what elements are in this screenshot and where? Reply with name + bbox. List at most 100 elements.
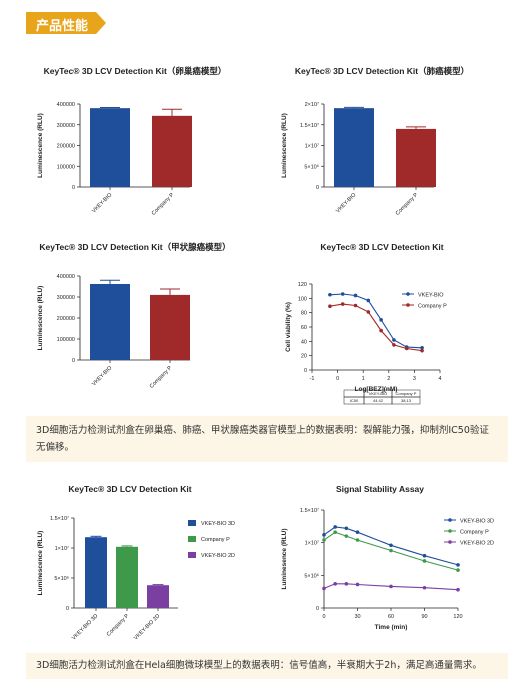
data-point (333, 525, 337, 529)
bar-vkey-bio (90, 108, 130, 187)
legend-label: Company P (460, 530, 489, 536)
y-tick-label: 0 (304, 368, 307, 374)
data-point (420, 345, 424, 350)
chart-title: Signal Stability Assay (336, 484, 424, 494)
data-point (328, 292, 332, 297)
x-tick-label: VKEY-BIO 3D (71, 613, 99, 641)
chart-stability: Signal Stability Assay 0 5×10⁶ 1×10⁷ 1.5×10⁷… (272, 480, 512, 655)
x-tick-label: Company P (395, 192, 420, 217)
legend-marker (448, 529, 452, 533)
y-tick-label: 400000 (57, 274, 75, 280)
y-tick-label: 0 (66, 606, 69, 612)
chart-title: KeyTec® 3D LCV Detection Kit（肺癌模型） (295, 66, 469, 76)
data-point (389, 548, 393, 553)
data-point (379, 328, 383, 333)
ic50-table-cell (391, 396, 421, 405)
legend-label: VKEY-BIO 3D (201, 521, 235, 527)
legend-marker (406, 292, 410, 296)
y-tick-label: 100000 (57, 337, 75, 343)
y-axis-label: Luminescence (RLU) (37, 531, 44, 596)
legend-label: VKEY-BIO 2D (201, 553, 235, 559)
legend-label: VKEY-BIO (418, 293, 444, 299)
data-point (353, 293, 358, 298)
y-tick-label: 40 (301, 339, 307, 345)
ic50-table-text: VKEY-BIO (369, 391, 388, 396)
x-tick-label: -1 (310, 376, 315, 382)
legend-marker (448, 518, 452, 522)
bar-company-p (116, 546, 138, 608)
chart-stability-svg: Signal Stability Assay 0 5×10⁶ 1×10⁷ 1.5×10⁷… (281, 484, 494, 631)
y-tick-label: 200000 (57, 316, 75, 322)
data-point (422, 585, 427, 590)
y-tick-label: 0 (72, 358, 75, 364)
x-tick-label: Company P (149, 365, 174, 390)
data-point (344, 534, 349, 538)
note-organoid: 3D细胞活力检测试剂盒在卵巢癌、肺癌、甲状腺癌类器官模型上的数据表明：裂解能力强… (26, 416, 508, 462)
data-point (355, 538, 360, 542)
ic50-table-text: Company P (396, 391, 417, 396)
data-point (456, 587, 460, 592)
chart-title: KeyTec® 3D LCV Detection Kit（甲状腺癌模型） (39, 242, 230, 252)
y-tick-label: 80 (301, 311, 307, 317)
y-axis-label: Luminescence (RLU) (37, 286, 44, 351)
bar-vkey-bio (90, 283, 130, 360)
series-line-company-p (329, 303, 423, 352)
x-tick-label: Company P (106, 613, 131, 638)
y-tick-label: 60 (301, 325, 307, 331)
ic50-table-text: 38.13 (401, 398, 412, 403)
data-point (420, 348, 424, 353)
y-tick-label: 100000 (57, 164, 75, 170)
x-axis-label: Time (min) (375, 624, 408, 631)
data-point (456, 568, 460, 572)
x-tick-label: VKEY-BIO (91, 365, 114, 388)
data-point (389, 543, 393, 548)
data-point (392, 343, 396, 347)
x-tick-label: 0 (336, 376, 339, 382)
bar-vkey-bio-3d (85, 537, 107, 608)
data-point (355, 530, 360, 535)
x-tick-label: VKEY-BIO (91, 192, 114, 215)
x-tick-label: 60 (388, 614, 394, 620)
ic50-table-text: 44.42 (373, 398, 384, 403)
data-point (333, 582, 337, 586)
legend-marker (448, 540, 452, 544)
bar-company-p (152, 115, 192, 187)
x-tick-label: 4 (438, 376, 441, 382)
legend-label: VKEY-BIO 2D (460, 541, 494, 547)
data-point (392, 338, 396, 342)
y-tick-label: 1.5×10⁷ (300, 122, 319, 129)
y-tick-label: 200000 (57, 144, 75, 150)
y-tick-label: 0 (72, 185, 75, 191)
legend-label: Company P (418, 304, 447, 310)
y-tick-label: 120 (298, 282, 307, 288)
chart-ovarian: KeyTec® 3D LCV Detection Kit（卵巢癌模型） 0 1000… (30, 62, 240, 232)
data-point (422, 559, 427, 563)
chart-thyroid-svg: KeyTec® 3D LCV Detection Kit（甲状腺癌模型） 0 100… (37, 242, 231, 390)
y-tick-label: 1.5×10⁷ (300, 507, 319, 514)
data-point (322, 538, 326, 542)
y-tick-label: 400000 (57, 102, 75, 108)
series-line-vkey-bio (329, 293, 423, 349)
data-point (456, 563, 460, 567)
y-tick-label: 0 (316, 606, 319, 612)
data-point (404, 346, 409, 351)
chart-lung: KeyTec® 3D LCV Detection Kit（肺癌模型） 0 5×10⁶… (272, 62, 482, 232)
x-axis-label: Log[BEZ](nM) (355, 386, 398, 393)
y-tick-label: 0 (316, 185, 319, 191)
chart-hela-bars: KeyTec® 3D LCV Detection Kit 0 5×10⁶ 1×10⁷ 1… (30, 480, 260, 655)
x-tick-label: 90 (421, 614, 427, 620)
y-tick-label: 2×10⁷ (305, 101, 319, 108)
x-tick-label: 1 (362, 376, 365, 382)
y-tick-label: 300000 (57, 295, 75, 301)
legend-label: Company P (201, 537, 230, 543)
x-tick-label: 0 (322, 614, 325, 620)
data-point (322, 586, 326, 591)
bar-vkey-bio-2d (147, 585, 169, 608)
data-point (344, 582, 349, 586)
y-tick-label: 100 (298, 296, 307, 302)
y-tick-label: 5×10⁶ (54, 575, 69, 582)
data-point (333, 530, 337, 535)
legend-swatch (188, 536, 196, 542)
chart-title: KeyTec® 3D LCV Detection Kit (320, 242, 443, 252)
data-point (366, 298, 371, 303)
